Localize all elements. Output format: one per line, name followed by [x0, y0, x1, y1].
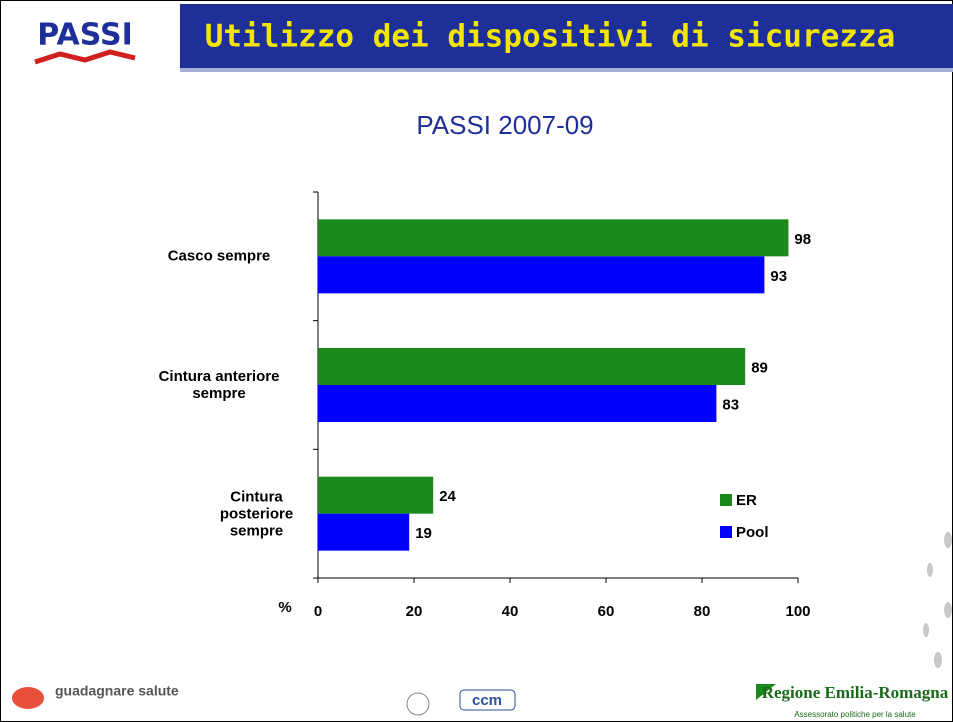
value-label: 19: [415, 525, 432, 542]
legend-swatch: [720, 494, 732, 506]
bar: [318, 219, 788, 256]
value-label: 24: [439, 488, 456, 505]
value-label: 89: [751, 359, 768, 376]
bar: [318, 385, 716, 422]
bar: [318, 477, 433, 514]
legend-label: Pool: [736, 524, 769, 541]
x-tick-label: 40: [502, 603, 519, 620]
value-label: 98: [794, 231, 811, 248]
x-tick-label: 80: [694, 603, 711, 620]
footer-center: ccm: [472, 692, 502, 709]
x-tick-label: 100: [785, 603, 810, 620]
footer-right-sub: Assessorato politiche per la salute: [794, 710, 916, 719]
footer-right: Regione Emilia-Romagna: [762, 683, 949, 702]
footer-left: guadagnare salute: [55, 683, 179, 699]
header-shadow: [180, 68, 953, 72]
x-tick-label: 60: [598, 603, 615, 620]
footprints: [923, 532, 952, 668]
logo-heart: [12, 687, 44, 709]
legend-swatch: [720, 526, 732, 538]
legend-label: ER: [736, 492, 757, 509]
x-tick-label: 20: [406, 603, 423, 620]
bar: [318, 256, 764, 293]
logo-circle: [407, 693, 429, 715]
y-tick-label: Cintura posteriore sempre: [209, 488, 304, 539]
x-axis-label: %: [278, 599, 291, 616]
value-label: 93: [770, 268, 787, 285]
chart-subtitle: PASSI 2007-09: [416, 110, 593, 140]
slide: PASSI Utilizzo dei dispositivi di sicure…: [0, 0, 953, 722]
x-tick-label: 0: [314, 603, 322, 620]
y-tick-label: Cintura anteriore sempre: [134, 368, 304, 402]
chart: PASSI Utilizzo dei dispositivi di sicure…: [0, 0, 953, 722]
chart-title: Utilizzo dei dispositivi di sicurezza: [205, 19, 896, 55]
logo: PASSI: [37, 18, 132, 53]
bar: [318, 514, 409, 551]
logo-swoosh: [35, 52, 135, 62]
bar: [318, 348, 745, 385]
y-tick-label: Casco sempre: [134, 248, 304, 265]
value-label: 83: [722, 396, 739, 413]
